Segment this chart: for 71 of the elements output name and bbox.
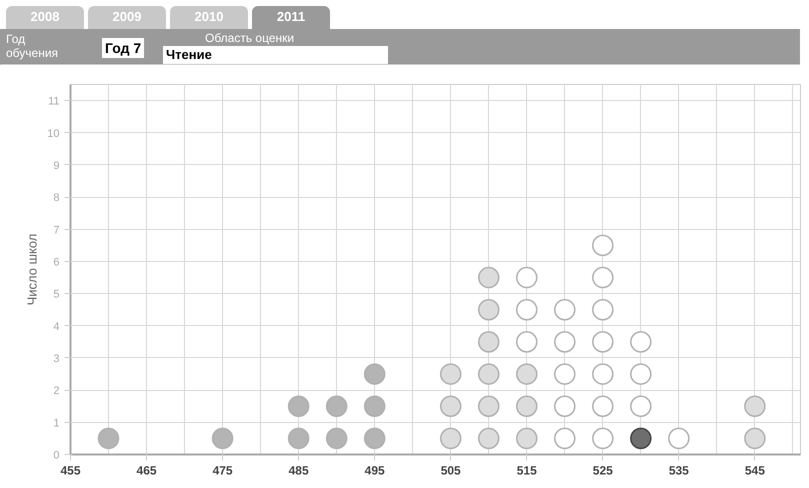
point [630, 428, 652, 450]
point [592, 266, 614, 288]
y-tick-label: 3 [53, 352, 60, 365]
point [516, 266, 538, 288]
y-tick-label: 7 [53, 224, 60, 236]
y-tick-label: 8 [53, 192, 60, 204]
point [478, 428, 500, 450]
x-tick-label: 485 [288, 464, 309, 478]
y-tick-label: 9 [53, 160, 60, 172]
point [478, 266, 500, 288]
y-axis-title: Число школ [24, 234, 40, 306]
y-tick-label: 5 [53, 288, 60, 301]
x-tick-label: 465 [136, 464, 157, 478]
point [592, 298, 614, 320]
x-tick-label: 515 [516, 464, 538, 478]
x-tick-label: 535 [668, 464, 690, 478]
x-tick-label: 545 [744, 464, 766, 478]
point [592, 363, 614, 385]
y-tick-label: 6 [53, 256, 60, 268]
point [554, 363, 576, 385]
text: 2011 [252, 6, 330, 29]
x-tick-label: 495 [364, 464, 386, 478]
point [744, 428, 766, 450]
point [516, 298, 538, 320]
point [326, 396, 348, 417]
point [364, 363, 386, 385]
point [478, 331, 500, 353]
y-tick-label: 2 [53, 385, 60, 398]
x-tick-label: 505 [440, 464, 462, 478]
point [440, 428, 462, 450]
x-tick-label: 475 [212, 464, 233, 478]
point [288, 396, 310, 417]
point [592, 331, 614, 353]
point [364, 396, 386, 417]
point [326, 428, 348, 450]
point [554, 428, 576, 450]
point [212, 428, 234, 450]
point [554, 396, 576, 417]
y-tick-label: 11 [48, 96, 60, 108]
point [592, 428, 614, 450]
point [668, 428, 690, 450]
point [440, 396, 462, 417]
point [516, 428, 538, 450]
point [554, 298, 576, 320]
point [744, 396, 766, 417]
point [288, 428, 310, 450]
point [364, 428, 386, 450]
y-tick-label: 4 [53, 320, 60, 333]
point [440, 363, 462, 385]
text: Год обучения [6, 32, 60, 60]
point [478, 298, 500, 320]
x-tick-label: 525 [592, 464, 614, 478]
point [98, 428, 120, 450]
point [516, 331, 538, 353]
text: Чтение [163, 46, 388, 64]
y-tick-label: 10 [47, 128, 60, 140]
text: Область оценки [205, 30, 294, 47]
y-tick-label: 0 [53, 450, 60, 462]
point [478, 363, 500, 385]
point [516, 396, 538, 417]
y-tick-label: 1 [53, 417, 60, 430]
text: Год 7 [102, 38, 144, 58]
point [630, 331, 652, 353]
point [592, 396, 614, 417]
point [592, 234, 614, 256]
point [554, 331, 576, 353]
point [516, 363, 538, 385]
point [630, 396, 652, 417]
x-tick-label: 455 [60, 464, 81, 478]
point [478, 396, 500, 417]
point [630, 363, 652, 385]
